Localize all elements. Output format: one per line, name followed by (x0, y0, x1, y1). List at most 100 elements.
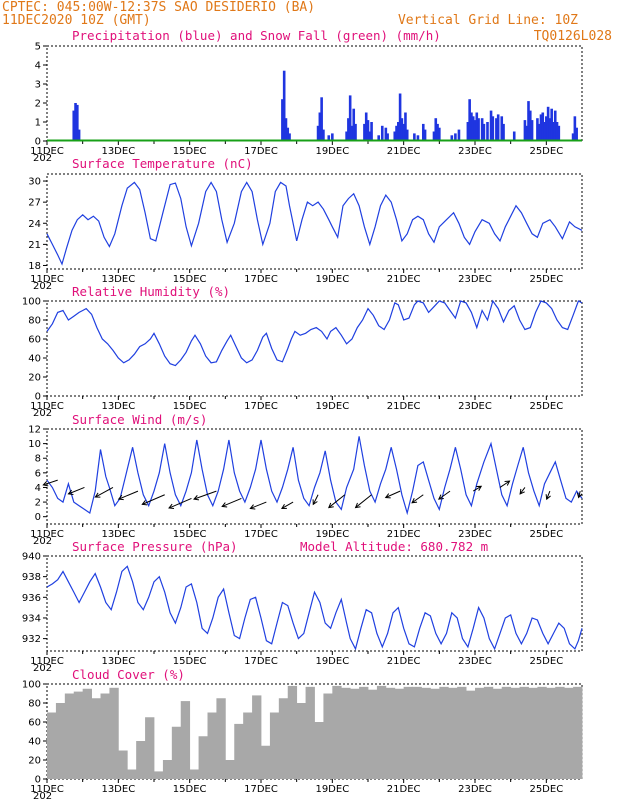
precip-bar (436, 123, 439, 141)
cloud-bar (466, 690, 476, 779)
precip-bar (402, 123, 405, 141)
precip-bar (366, 120, 370, 141)
temp-xtick-label: 13DEC (101, 274, 135, 285)
cloud-ytick-label: 60 (28, 718, 41, 729)
cloud-bar (305, 686, 315, 779)
header-station: CPTEC: 045:00W-12:37S SAO DESIDERIO (BA) (2, 0, 315, 15)
precip-bar (405, 129, 409, 141)
precip-bar (348, 95, 352, 141)
precip-xtick-label: 21DEC (387, 146, 421, 157)
precip-bar (495, 118, 498, 141)
wind-arrow-shaft (118, 490, 139, 500)
cloud-bar (448, 687, 458, 779)
rh-xtick-label: 13DEC (101, 401, 135, 412)
header-init-time: 11DEC2020 10Z (GMT) (2, 13, 151, 28)
wind-series-line (46, 436, 583, 516)
precip-bar (466, 122, 470, 141)
cloud-bar (510, 687, 520, 779)
wind-arrow-shaft (499, 480, 510, 488)
wind-ytick-label: 10 (28, 439, 41, 450)
precip-bar (539, 114, 543, 141)
wind-xtick-label: 17DEC (244, 529, 278, 540)
pres-xtick-label: 17DEC (244, 656, 278, 667)
precip-bar (457, 129, 461, 141)
wind-arrow-shaft (519, 487, 526, 495)
precip-bar (450, 135, 454, 141)
cloud-ytick-label: 100 (22, 680, 41, 691)
precip-bar (475, 112, 479, 141)
cloud-bar (457, 686, 467, 779)
panel-surface-wind: Surface Wind (m/s) 0 2 4 6 8 10 12 11DEC 13DEC 15… (28, 412, 583, 547)
cloud-bar (439, 686, 449, 779)
cloud-bar (47, 712, 57, 779)
wind-ytick-label: 8 (35, 454, 41, 465)
wind-arrow-head (312, 499, 318, 506)
cloud-bar (430, 688, 440, 779)
precip-xtick-label: 17DEC (244, 146, 278, 157)
temp-xtick-label: 19DEC (315, 274, 349, 285)
precip-bar (523, 120, 527, 141)
cloud-bar (127, 769, 137, 779)
rh-xtick-label: 21DEC (387, 401, 421, 412)
precip-bar (370, 122, 373, 141)
cloud-bar (109, 687, 119, 779)
cloud-bar (350, 688, 360, 779)
cloud-bar (332, 685, 342, 779)
cloud-bar (100, 693, 110, 779)
cloud-bar (216, 698, 226, 779)
precip-bar (377, 135, 380, 141)
cloud-bar (145, 717, 155, 779)
precip-bar (438, 127, 441, 141)
precip-bar (546, 106, 550, 141)
rh-xtick-label: 25DEC (529, 401, 563, 412)
temp-frame (46, 173, 583, 270)
rh-ytick-label: 60 (28, 335, 41, 346)
rh-xtick-label: 15DEC (173, 401, 207, 412)
cloud-bar (394, 688, 405, 779)
cloud-bar (368, 689, 378, 779)
precip-ytick-label: 4 (35, 61, 41, 72)
wind-arrow-head (504, 480, 511, 486)
wind-arrow-head (437, 494, 444, 500)
cloud-bar (207, 712, 217, 779)
panel-relative-humidity: Relative Humidity (%) 0 20 40 60 80 100 11DEC 1… (22, 284, 583, 419)
wind-xtick-label: 15DEC (173, 529, 207, 540)
cloud-bar (55, 703, 66, 779)
precip-bar (473, 120, 477, 141)
precip-bar (471, 116, 475, 141)
cloud-bar (180, 701, 191, 779)
precip-bar (395, 125, 398, 141)
wind-xtick-label: 19DEC (315, 529, 349, 540)
precip-bar (282, 70, 286, 141)
pres-frame (46, 555, 583, 652)
cloud-bar (546, 687, 556, 779)
precip-bar (482, 123, 486, 141)
precip-bar (480, 118, 484, 141)
precip-bar (384, 127, 388, 141)
temp-xtick-label: 15DEC (173, 274, 207, 285)
precip-bar (347, 118, 350, 141)
precip-xtick-label: 15DEC (173, 146, 207, 157)
cloud-bar (278, 698, 289, 779)
rh-frame (46, 300, 583, 397)
precip-bar (345, 131, 348, 141)
cloud-xtick-label: 15DEC (173, 784, 207, 795)
precip-bar (500, 116, 504, 141)
wind-arrow-head (576, 492, 583, 499)
wind-arrow-shaft (142, 494, 165, 505)
cloud-bar (573, 686, 583, 779)
precip-bar (327, 135, 331, 141)
precip-bar (468, 99, 471, 141)
precip-bar (541, 112, 545, 141)
pres-xtick-label: 23DEC (458, 656, 492, 667)
cloud-bar (118, 750, 128, 779)
wind-xtick-label: 13DEC (101, 529, 135, 540)
cloud-xtick-label: 13DEC (101, 784, 135, 795)
cloud-bar (73, 691, 84, 779)
precip-bar (491, 116, 495, 141)
cloud-bar (519, 686, 529, 779)
wind-arrow-shaft (193, 490, 217, 500)
precip-bar (528, 110, 532, 141)
cloud-bar (385, 687, 396, 779)
cloud-bar (243, 712, 253, 779)
